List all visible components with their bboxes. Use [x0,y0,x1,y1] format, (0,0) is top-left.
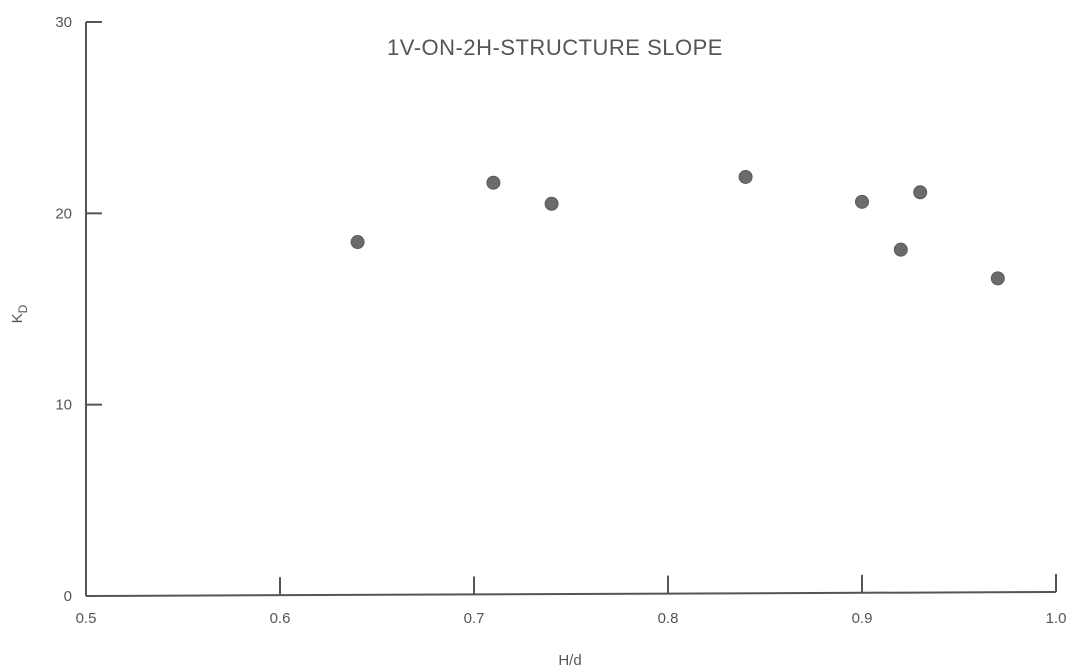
y-axis-label: KD [9,304,30,323]
data-points [350,169,1005,286]
data-point [544,196,559,211]
x-tick-label: 0.6 [270,610,291,627]
x-tick-label: 1.0 [1046,610,1067,627]
svg-text:KD: KD [9,304,30,323]
data-point [350,235,365,250]
y-axis-label-subscript: D [16,304,30,313]
x-tick-label: 0.8 [658,610,679,627]
y-tick-label: 30 [55,14,72,31]
y-axis-ticks: 0 10 20 30 [55,14,102,605]
chart-title: 1V-ON-2H-STRUCTURE SLOPE [387,35,723,60]
x-tick-label: 0.5 [76,610,97,627]
data-point [913,185,928,200]
data-point [990,271,1005,286]
x-axis-line [85,591,1057,597]
x-tick-label: 0.7 [464,610,485,627]
data-point [486,175,501,190]
x-axis-label: H/d [558,652,581,669]
y-tick-label: 0 [64,588,72,605]
y-tick-label: 10 [55,397,72,414]
data-point [738,169,753,184]
x-tick-label: 0.9 [852,610,873,627]
data-point [855,194,869,209]
x-axis-ticks: 0.5 0.6 0.7 0.8 0.9 1.0 [76,574,1067,627]
y-tick-label: 20 [55,205,72,222]
y-axis-label-main: K [9,313,26,323]
data-point [893,242,908,257]
axes [85,22,1057,597]
